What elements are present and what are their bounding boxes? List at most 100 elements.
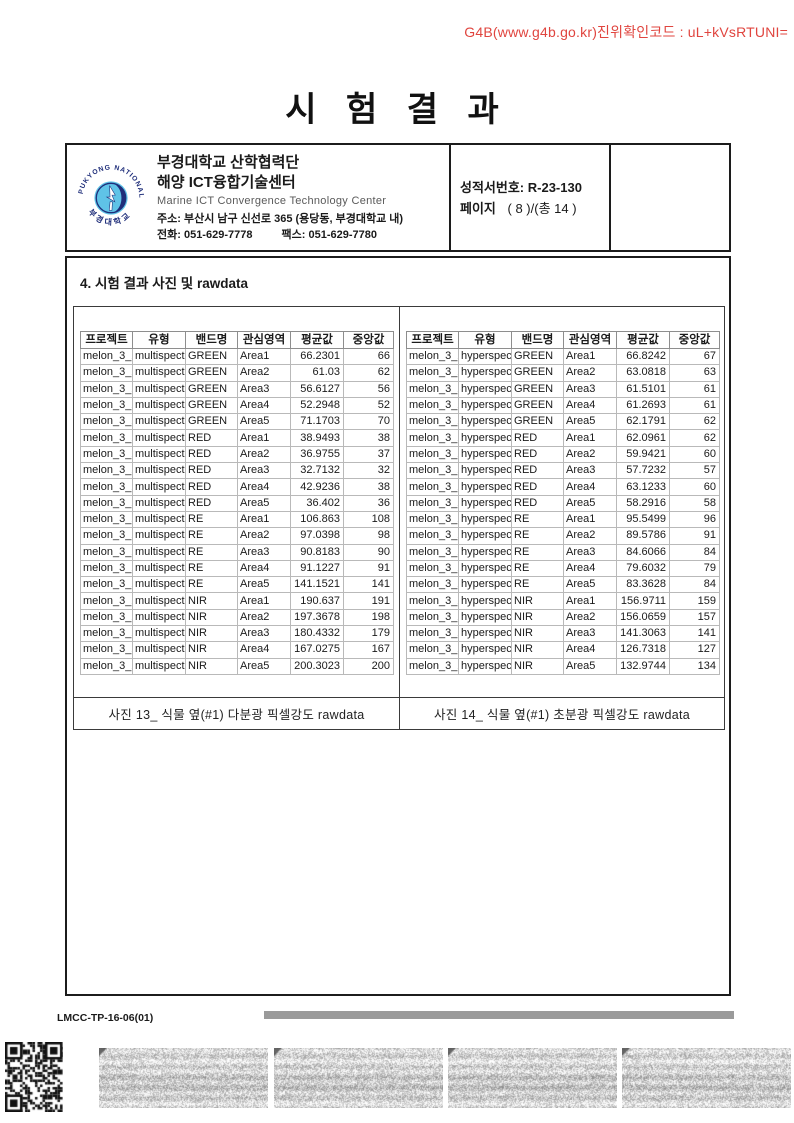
table-cell: melon_3_2 <box>81 479 133 495</box>
table-cell: GREEN <box>186 381 238 397</box>
table-cell: melon_3_2 <box>81 463 133 479</box>
table-cell: melon_3_2 <box>81 446 133 462</box>
table-cell: melon_3_2 <box>81 609 133 625</box>
table-cell: multispect <box>133 397 186 413</box>
table-cell: 42.9236 <box>291 479 344 495</box>
table-cell: Area4 <box>564 479 617 495</box>
table-header-row: 프로젝트 유형 밴드명 관심영역 평균값 중앙값 <box>81 332 394 349</box>
column-header: 중앙값 <box>670 332 720 349</box>
document-code: LMCC-TP-16-06(01) <box>57 1012 153 1024</box>
table-cell: RE <box>186 528 238 544</box>
table-cell: Area2 <box>238 609 291 625</box>
table-cell: 32 <box>344 463 394 479</box>
table-cell: Area4 <box>564 397 617 413</box>
table-cell: 84 <box>670 577 720 593</box>
table-cell: 90.8183 <box>291 544 344 560</box>
table-cell: Area2 <box>564 528 617 544</box>
table-cell: melon_3_2 <box>407 609 459 625</box>
table-cell: 52.2948 <box>291 397 344 413</box>
table-cell: melon_3_2 <box>407 381 459 397</box>
table-cell: 126.7318 <box>617 642 670 658</box>
table-cell: melon_3_2 <box>81 544 133 560</box>
org-name: 부경대학교 산학협력단 <box>157 153 449 173</box>
table-cell: NIR <box>186 658 238 674</box>
table-cell: multispect <box>133 560 186 576</box>
table-cell: 156.9711 <box>617 593 670 609</box>
table-cell: 61.03 <box>291 365 344 381</box>
table-cell: hyperspec <box>459 511 512 527</box>
column-header: 유형 <box>133 332 186 349</box>
table-cell: 62 <box>670 414 720 430</box>
table-cell: 91.1227 <box>291 560 344 576</box>
table-cell: 63 <box>670 365 720 381</box>
table-row: melon_3_2 hyperspec NIR Area3 141.3063 141 <box>407 626 720 642</box>
table-cell: GREEN <box>512 397 564 413</box>
table-cell: melon_3_2 <box>407 658 459 674</box>
table-cell: multispect <box>133 381 186 397</box>
table-cell: 167 <box>344 642 394 658</box>
table-cell: melon_3_2 <box>81 626 133 642</box>
hyperspectral-panel: 프로젝트 유형 밴드명 관심영역 평균값 중앙값 melon_3_2 hyperspec GRE… <box>399 307 724 729</box>
table-cell: RED <box>512 463 564 479</box>
table-cell: hyperspec <box>459 463 512 479</box>
table-row: melon_3_2 multispect RED Area5 36.402 36 <box>81 495 394 511</box>
table-cell: Area5 <box>564 658 617 674</box>
table-cell: 91 <box>344 560 394 576</box>
table-cell: melon_3_2 <box>81 495 133 511</box>
organization-info: 부경대학교 산학협력단 해양 ICT융합기술센터 Marine ICT Conv… <box>155 145 449 250</box>
table-cell: RE <box>512 528 564 544</box>
table-cell: multispect <box>133 544 186 560</box>
table-cell: 61.2693 <box>617 397 670 413</box>
table-row: melon_3_2 multispect NIR Area1 190.637 191 <box>81 593 394 609</box>
table-cell: 190.637 <box>291 593 344 609</box>
table-cell: hyperspec <box>459 430 512 446</box>
table-cell: 66.2301 <box>291 349 344 365</box>
table-cell: 96 <box>670 511 720 527</box>
table-cell: NIR <box>186 593 238 609</box>
table-cell: Area3 <box>238 463 291 479</box>
table-cell: RED <box>186 430 238 446</box>
table-cell: hyperspec <box>459 658 512 674</box>
table-cell: melon_3_2 <box>81 349 133 365</box>
table-cell: 62.0961 <box>617 430 670 446</box>
table-cell: 180.4332 <box>291 626 344 642</box>
document-page: { "verification_code": "G4B(www.g4b.go.k… <box>0 0 794 1123</box>
table-cell: multispect <box>133 626 186 642</box>
table-cell: melon_3_2 <box>407 495 459 511</box>
table-cell: 141.3063 <box>617 626 670 642</box>
section-title: 4. 시험 결과 사진 및 rawdata <box>80 272 248 292</box>
table-cell: 52 <box>344 397 394 413</box>
hyperspectral-data-table: 프로젝트 유형 밴드명 관심영역 평균값 중앙값 melon_3_2 hyperspec GRE… <box>406 331 720 675</box>
table-row: melon_3_2 multispect NIR Area4 167.0275 167 <box>81 642 394 658</box>
qr-code <box>5 1042 63 1112</box>
page-title: 시 험 결 과 <box>0 82 794 131</box>
table-cell: hyperspec <box>459 381 512 397</box>
table-cell: 141 <box>670 626 720 642</box>
table-cell: 159 <box>670 593 720 609</box>
phone-fax-line: 전화: 051-629-7778 팩스: 051-629-7780 <box>157 227 449 243</box>
table-cell: RE <box>186 560 238 576</box>
table-cell: RE <box>186 511 238 527</box>
table-cell: 83.3628 <box>617 577 670 593</box>
table-row: melon_3_2 multispect GREEN Area1 66.2301 66 <box>81 349 394 365</box>
table-cell: Area4 <box>238 642 291 658</box>
verification-code: G4B(www.g4b.go.kr)진위확인코드 : uL+kVsRTUNI= <box>464 22 788 42</box>
table-cell: melon_3_2 <box>407 560 459 576</box>
table-row: melon_3_2 hyperspec GREEN Area1 66.8242 67 <box>407 349 720 365</box>
address-line: 주소: 부산시 남구 신선로 365 (용당동, 부경대학교 내) <box>157 211 449 227</box>
table-cell: 127 <box>670 642 720 658</box>
table-cell: RED <box>512 446 564 462</box>
table-row: melon_3_2 multispect RE Area3 90.8183 90 <box>81 544 394 560</box>
table-cell: 32.7132 <box>291 463 344 479</box>
table-cell: 62 <box>670 430 720 446</box>
table-cell: 132.9744 <box>617 658 670 674</box>
page-value: ( 8 )/(총 14 ) <box>508 201 577 216</box>
table-cell: hyperspec <box>459 479 512 495</box>
table-cell: 167.0275 <box>291 642 344 658</box>
table-cell: melon_3_2 <box>407 430 459 446</box>
table-row: melon_3_2 multispect RED Area2 36.9755 37 <box>81 446 394 462</box>
table-cell: hyperspec <box>459 528 512 544</box>
table-cell: 84 <box>670 544 720 560</box>
table-cell: melon_3_2 <box>407 528 459 544</box>
table-cell: 79.6032 <box>617 560 670 576</box>
